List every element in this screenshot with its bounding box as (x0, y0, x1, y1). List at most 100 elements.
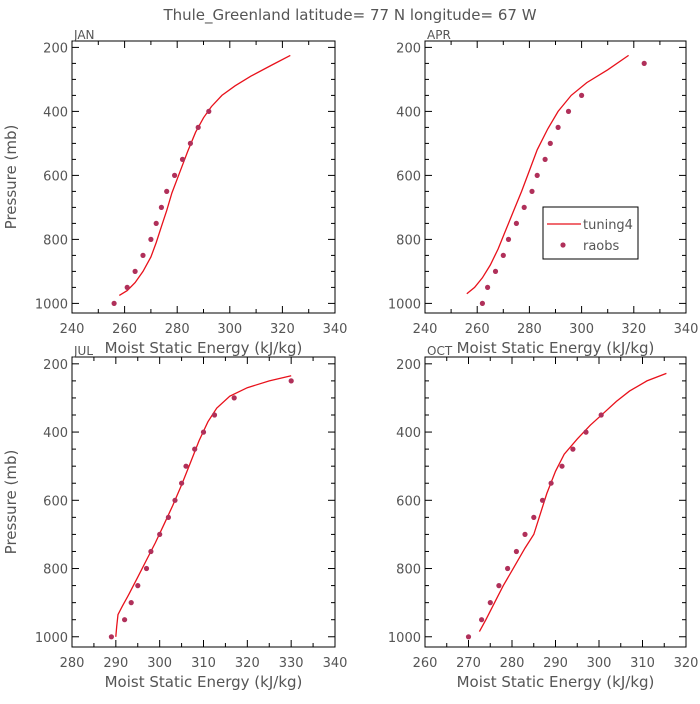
x-tick-label-jan: 260 (112, 322, 137, 337)
model-line-jul (115, 375, 292, 637)
y-tick-label-jul: 600 (43, 494, 68, 509)
y-tick-label-apr: 1000 (388, 297, 421, 312)
plot-frame-apr (424, 40, 687, 314)
model-line-oct (478, 372, 667, 632)
y-tick-label-jul: 400 (43, 426, 68, 441)
x-tick-label-jan: 340 (323, 322, 348, 337)
obs-point-apr (513, 220, 520, 226)
x-tick-label-oct: 280 (500, 656, 525, 671)
obs-point-apr (500, 252, 506, 258)
obs-point-oct (570, 446, 576, 452)
obs-point-apr (542, 156, 548, 162)
x-tick-label-apr: 240 (413, 322, 438, 337)
panel-label-apr: APR (427, 28, 451, 42)
obs-point-oct (465, 634, 472, 640)
x-tick-label-apr: 300 (569, 322, 594, 337)
obs-point-oct (513, 548, 520, 555)
obs-point-jan (148, 236, 154, 242)
y-tick-label-oct: 600 (396, 494, 421, 509)
y-tick-label-oct: 400 (396, 426, 421, 441)
obs-point-apr (555, 124, 561, 130)
x-tick-label-oct: 320 (674, 656, 699, 671)
obs-point-jan (153, 220, 159, 226)
obs-point-jan (206, 108, 212, 114)
y-tick-label-jul: 800 (43, 563, 68, 578)
obs-point-jan (111, 300, 117, 306)
obs-point-apr (492, 268, 499, 274)
x-tick-label-jan: 240 (60, 322, 85, 337)
y-tick-label-apr: 600 (396, 169, 421, 184)
obs-point-jan (172, 172, 178, 178)
obs-point-oct (505, 565, 511, 572)
obs-point-jul (231, 395, 237, 401)
x-axis-title-apr: Moist Static Energy (kJ/kg) (457, 339, 655, 357)
y-tick-label-jan: 1000 (35, 297, 68, 312)
x-tick-label-apr: 320 (621, 322, 646, 337)
obs-point-jul (200, 429, 207, 435)
y-axis-title-jul: Pressure (mb) (2, 450, 20, 555)
y-tick-label-oct: 1000 (388, 631, 421, 646)
x-tick-label-oct: 310 (630, 656, 655, 671)
obs-point-apr (579, 92, 585, 98)
obs-point-jul (179, 480, 185, 486)
panel-jan: JAN 240 260 280 300 320 340 200 400 600 800 1000 Moi… (2, 28, 347, 357)
obs-point-apr (521, 204, 527, 210)
obs-point-jan (187, 140, 193, 146)
x-axis-title-jul: Moist Static Energy (kJ/kg) (105, 673, 303, 691)
y-tick-label-jan: 200 (43, 41, 68, 56)
obs-point-apr (529, 188, 535, 194)
model-line-apr (466, 54, 629, 295)
obs-point-oct (583, 429, 589, 435)
y-tick-label-oct: 800 (396, 563, 421, 578)
y-tick-label-jan: 600 (43, 169, 68, 184)
obs-point-oct (487, 600, 493, 606)
y-tick-label-jul: 200 (43, 358, 68, 373)
x-tick-label-apr: 260 (465, 322, 490, 337)
legend-model-label: tuning4 (583, 218, 633, 233)
plot-frame-jan (71, 40, 336, 314)
obs-point-apr (485, 284, 491, 290)
y-tick-label-jan: 800 (43, 233, 68, 248)
x-tick-label-oct: 290 (543, 656, 568, 671)
x-axis-title-oct: Moist Static Energy (kJ/kg) (457, 673, 655, 691)
x-tick-label-jul: 300 (147, 656, 172, 671)
obs-point-jan (195, 124, 201, 130)
obs-point-jan (179, 156, 186, 162)
panel-label-jan: JAN (73, 28, 95, 42)
obs-point-jul (122, 617, 128, 623)
y-tick-label-jul: 1000 (35, 631, 68, 646)
obs-point-jan (158, 204, 164, 210)
obs-point-apr (505, 236, 512, 242)
chart-title: Thule_Greenland latitude= 77 N longitude… (162, 6, 536, 25)
x-tick-label-jul: 340 (323, 656, 348, 671)
x-tick-label-jul: 290 (103, 656, 128, 671)
legend-obs-label: raobs (583, 239, 620, 254)
panel-jul: JUL 280 290 300 310 320 330 340 200 400 600 800 1000… (2, 344, 347, 691)
x-tick-label-jul: 320 (235, 656, 260, 671)
obs-point-apr (641, 60, 647, 66)
obs-point-apr (547, 140, 553, 146)
obs-point-jan (124, 284, 130, 290)
obs-point-oct (496, 583, 502, 589)
obs-point-jul (211, 412, 218, 418)
x-tick-label-jul: 310 (191, 656, 216, 671)
obs-point-jul (192, 446, 198, 452)
x-tick-label-oct: 270 (456, 656, 481, 671)
obs-point-oct (559, 463, 565, 469)
panel-apr: APR 240 260 280 300 320 340 200 400 600 800 1000 Moi… (388, 28, 699, 357)
obs-point-jan (164, 188, 170, 194)
obs-point-jul (135, 583, 141, 589)
y-axis-title-jan: Pressure (mb) (2, 125, 20, 230)
y-tick-label-apr: 800 (396, 233, 421, 248)
obs-point-oct (539, 497, 546, 503)
y-tick-label-apr: 400 (396, 105, 421, 120)
obs-point-jul (288, 378, 294, 384)
y-tick-label-oct: 200 (396, 358, 421, 373)
x-tick-label-oct: 300 (587, 656, 612, 671)
plot-frame-oct (424, 356, 687, 648)
y-tick-label-apr: 200 (396, 41, 421, 56)
obs-point-jul (108, 634, 114, 640)
x-axis-title-jan: Moist Static Energy (kJ/kg) (105, 339, 303, 357)
